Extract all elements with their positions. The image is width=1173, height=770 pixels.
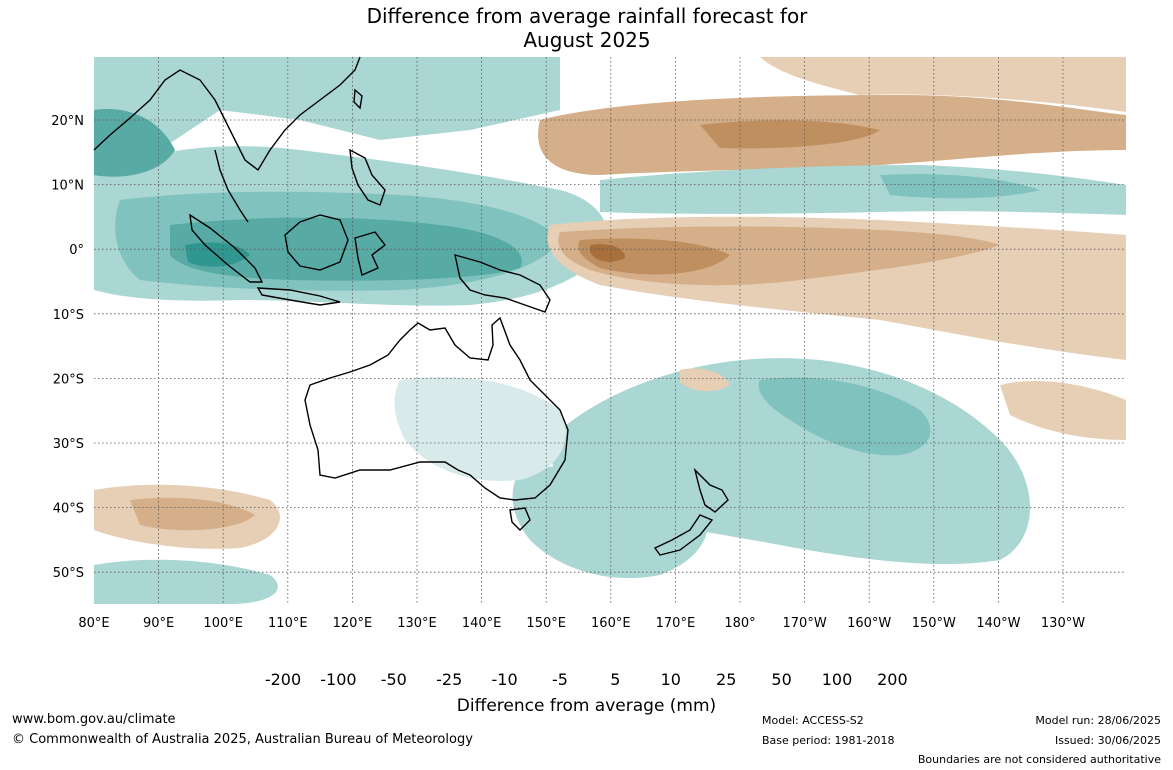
- latitude-label: 20°N: [51, 114, 84, 129]
- colorbar-tick-label: 200: [877, 670, 908, 689]
- colorbar-tick-label: -50: [380, 670, 407, 689]
- latitude-label: 40°S: [53, 502, 84, 517]
- southern-ocean-brown-core: [130, 497, 255, 531]
- tasman-teal-light: [512, 466, 708, 579]
- latitude-label: 20°S: [53, 372, 84, 387]
- borneo-coastline: [284, 214, 349, 271]
- northeast-teal-band: [600, 165, 1126, 215]
- longitude-label: 140°W: [976, 616, 1020, 631]
- longitude-label: 140°E: [462, 616, 502, 631]
- longitude-label: 160°E: [591, 616, 631, 631]
- anomaly-shading: [94, 57, 1126, 604]
- longitude-label: 170°W: [783, 616, 827, 631]
- sulawesi-coastline: [354, 231, 386, 276]
- latitude-label: 50°S: [53, 566, 84, 581]
- southwest-teal: [94, 559, 278, 604]
- new-zealand-north-coastline: [693, 467, 729, 513]
- latitude-label: 30°S: [53, 437, 84, 452]
- northeast-teal-core: [880, 174, 1040, 199]
- longitude-label: 150°E: [526, 616, 566, 631]
- south-pacific-teal-mid: [758, 377, 931, 456]
- northwest-teal-dark: [94, 109, 175, 177]
- new-guinea-coastline: [454, 254, 551, 313]
- colorbar-tick-label: -10: [491, 670, 518, 689]
- longitude-label: 80°E: [78, 616, 109, 631]
- colorbar-tick-label: -100: [320, 670, 357, 689]
- longitude-label: 120°E: [333, 616, 373, 631]
- taiwan-coastline: [353, 88, 363, 110]
- colorbar-tick-label: -200: [264, 670, 302, 689]
- copyright-text: © Commonwealth of Australia 2025, Austra…: [12, 732, 473, 747]
- issued-date: Issued: 30/06/2025: [1054, 734, 1161, 747]
- north-teal-band: [94, 57, 560, 170]
- latitude-label: 10°S: [53, 308, 84, 323]
- longitude-label: 160°W: [847, 616, 891, 631]
- longitude-label: 100°E: [203, 616, 243, 631]
- philippines-coastline: [349, 148, 386, 206]
- website-url[interactable]: www.bom.gov.au/climate: [12, 712, 176, 727]
- colorbar-tick-label: 25: [716, 670, 737, 689]
- sumatra-coastline: [189, 213, 264, 283]
- maritime-teal-dark: [170, 217, 522, 281]
- rainfall-anomaly-map: 80°E 90°E 100°E 110°E 120°E 130°E 140°E 150°E 16…: [51, 56, 1126, 631]
- longitude-label: 180°: [724, 616, 755, 631]
- latitude-label: 10°N: [51, 179, 84, 194]
- tasmania-coastline: [509, 507, 531, 531]
- australia-coastline: [304, 316, 569, 501]
- north-light-brown-top: [760, 57, 1126, 112]
- title-line-2: August 2025: [523, 28, 651, 52]
- australia-light-teal: [394, 377, 566, 481]
- longitude-label: 130°W: [1041, 616, 1085, 631]
- graticule: [94, 57, 1126, 604]
- model-run-date: Model run: 28/06/2025: [1035, 714, 1161, 727]
- base-period: Base period: 1981-2018: [762, 734, 895, 747]
- boundaries-disclaimer: Boundaries are not considered authoritat…: [917, 753, 1161, 766]
- longitude-label: 150°W: [912, 616, 956, 631]
- longitude-label: 90°E: [143, 616, 174, 631]
- model-name: Model: ACCESS-S2: [762, 714, 864, 727]
- latitude-label: 0°: [69, 243, 84, 258]
- java-coastline: [256, 287, 341, 306]
- colorbar-tick-label: 5: [610, 670, 621, 689]
- colorbar-title: Difference from average (mm): [456, 696, 717, 716]
- colorbar-tick-label: 50: [771, 670, 792, 689]
- latitude-labels: 20°N 10°N 0° 10°S 20°S 30°S 40°S 50°S: [51, 114, 84, 581]
- chart-title: Difference from average rainfall forecas…: [0, 4, 1173, 52]
- colorbar-tick-label: -5: [552, 670, 568, 689]
- longitude-label: 110°E: [268, 616, 308, 631]
- malay-peninsula-coastline: [214, 149, 249, 223]
- new-zealand-south-coastline: [653, 514, 714, 556]
- west-pacific-brown-spot: [680, 368, 730, 392]
- coastlines: [93, 56, 729, 556]
- colorbar-tick-label: -25: [436, 670, 463, 689]
- longitude-label: 130°E: [397, 616, 437, 631]
- colorbar-tick-label: 10: [660, 670, 681, 689]
- maritime-teal-core: [185, 242, 250, 267]
- title-line-1: Difference from average rainfall forecas…: [366, 4, 808, 28]
- equatorial-brown-darkest: [590, 244, 625, 262]
- longitude-label: 170°E: [656, 616, 696, 631]
- north-brown-core: [700, 120, 880, 149]
- asia-mainland-coastline: [93, 56, 361, 172]
- longitude-labels: 80°E 90°E 100°E 110°E 120°E 130°E 140°E 150°E 16…: [78, 616, 1085, 631]
- colorbar-tick-label: 100: [821, 670, 853, 689]
